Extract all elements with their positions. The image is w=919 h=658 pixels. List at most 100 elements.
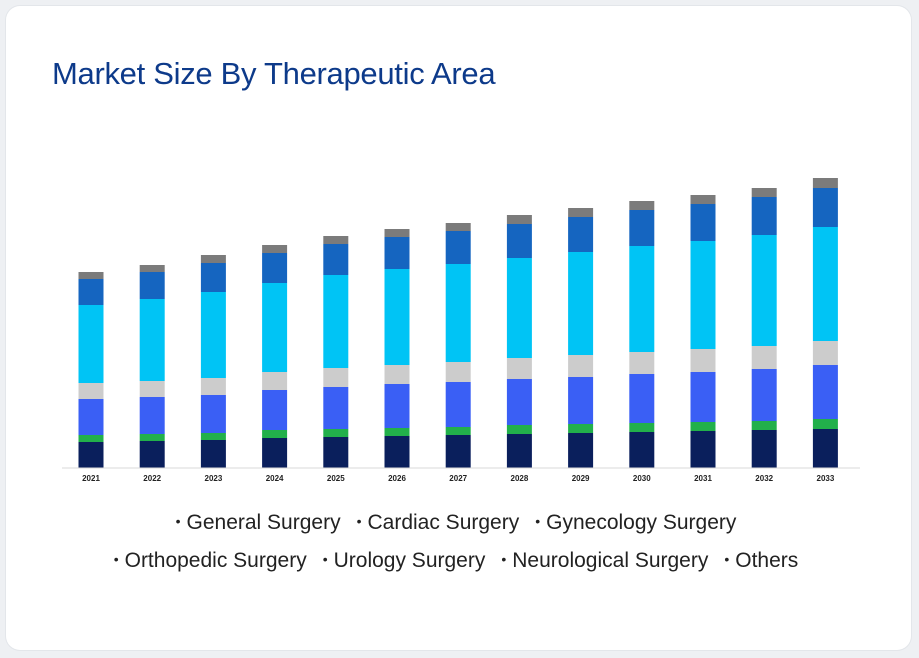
bar-segment-2024-5: [262, 253, 288, 283]
bar-segment-2028-0: [506, 434, 532, 468]
bar-segment-2023-6: [200, 255, 226, 263]
bar-segment-2024-3: [262, 372, 288, 390]
bars-layer: [78, 178, 838, 468]
x-tick-label-2029: 2029: [572, 474, 590, 483]
bar-segment-2033-0: [812, 429, 838, 468]
bar-segment-2031-2: [690, 372, 716, 422]
bar-segment-2033-5: [812, 188, 838, 227]
x-tick-label-2028: 2028: [511, 474, 529, 483]
legend-label: Others: [735, 549, 799, 572]
bar-segment-2026-3: [384, 365, 410, 384]
legend-item-3: • Orthopedic Surgery: [114, 541, 307, 579]
x-tick-label-2027: 2027: [449, 474, 467, 483]
bar-segment-2022-5: [139, 272, 165, 299]
bar-segment-2024-1: [262, 430, 288, 438]
legend-bullet-icon: •: [113, 551, 119, 567]
bar-segment-2030-0: [629, 432, 655, 468]
bar-segment-2023-1: [200, 433, 226, 440]
bar-segment-2027-5: [445, 231, 471, 264]
bar-segment-2024-0: [262, 438, 288, 468]
bar-segment-2021-0: [78, 442, 104, 468]
bar-segment-2021-5: [78, 279, 104, 305]
bar-segment-2031-1: [690, 422, 716, 431]
bar-segment-2027-1: [445, 427, 471, 435]
bar-segment-2031-0: [690, 431, 716, 468]
bar-segment-2028-4: [506, 258, 532, 358]
bar-segment-2030-2: [629, 374, 655, 423]
legend-label: General Surgery: [186, 511, 341, 534]
bar-segment-2030-1: [629, 423, 655, 432]
bar-segment-2024-4: [262, 283, 288, 372]
legend-bullet-icon: •: [535, 513, 541, 529]
bar-segment-2026-1: [384, 428, 410, 436]
legend-item-0: • General Surgery: [176, 503, 341, 541]
legend-label: Urology Surgery: [333, 549, 486, 572]
bar-segment-2028-2: [506, 379, 532, 425]
bar-segment-2031-3: [690, 349, 716, 372]
legend-label: Cardiac Surgery: [367, 511, 520, 534]
x-tick-label-2030: 2030: [633, 474, 651, 483]
bar-segment-2032-2: [751, 369, 777, 421]
bar-segment-2022-2: [139, 397, 165, 434]
legend-bullet-icon: •: [724, 551, 730, 567]
x-tick-label-2023: 2023: [205, 474, 223, 483]
bar-segment-2028-5: [506, 224, 532, 258]
bar-segment-2029-4: [568, 252, 594, 355]
bar-segment-2031-5: [690, 204, 716, 241]
bar-segment-2032-1: [751, 421, 777, 430]
bar-segment-2026-2: [384, 384, 410, 428]
bar-segment-2021-1: [78, 435, 104, 442]
bar-segment-2033-2: [812, 365, 838, 419]
bar-segment-2023-3: [200, 378, 226, 395]
bar-segment-2027-0: [445, 435, 471, 468]
bar-segment-2030-3: [629, 352, 655, 374]
x-tick-label-2022: 2022: [143, 474, 161, 483]
bar-segment-2025-6: [323, 236, 349, 244]
bar-segment-2028-3: [506, 358, 532, 379]
bar-segment-2027-6: [445, 223, 471, 231]
bar-segment-2026-0: [384, 436, 410, 468]
bar-segment-2031-4: [690, 241, 716, 349]
bar-segment-2025-0: [323, 437, 349, 468]
bar-segment-2027-2: [445, 382, 471, 427]
legend-bullet-icon: •: [175, 513, 181, 529]
bar-segment-2025-4: [323, 275, 349, 368]
x-tick-label-2033: 2033: [817, 474, 835, 483]
bar-segment-2031-6: [690, 195, 716, 204]
bar-segment-2029-3: [568, 355, 594, 377]
legend-label: Gynecology Surgery: [546, 511, 737, 534]
bar-segment-2025-3: [323, 368, 349, 387]
bar-segment-2027-3: [445, 362, 471, 382]
bar-segment-2030-5: [629, 210, 655, 246]
legend-item-4: • Urology Surgery: [323, 541, 486, 579]
bar-segment-2029-6: [568, 208, 594, 217]
bar-segment-2030-4: [629, 246, 655, 352]
bar-segment-2033-1: [812, 419, 838, 429]
chart-legend: • General Surgery • Cardiac Surgery • Gynecol…: [76, 503, 836, 579]
bar-segment-2028-1: [506, 425, 532, 434]
bar-segment-2027-4: [445, 264, 471, 362]
bar-segment-2032-6: [751, 188, 777, 197]
x-tick-label-2021: 2021: [82, 474, 100, 483]
bar-segment-2026-6: [384, 229, 410, 237]
legend-bullet-icon: •: [322, 551, 328, 567]
bar-segment-2023-0: [200, 440, 226, 468]
bar-segment-2033-6: [812, 178, 838, 188]
bar-segment-2021-6: [78, 272, 104, 279]
bar-segment-2029-5: [568, 217, 594, 252]
legend-bullet-icon: •: [501, 551, 507, 567]
bar-segment-2032-3: [751, 346, 777, 369]
bar-segment-2033-4: [812, 227, 838, 341]
bar-segment-2024-2: [262, 390, 288, 430]
bar-segment-2022-1: [139, 434, 165, 441]
bar-segment-2021-2: [78, 399, 104, 435]
bar-segment-2026-5: [384, 237, 410, 269]
bar-segment-2029-1: [568, 424, 594, 433]
x-tick-label-2025: 2025: [327, 474, 345, 483]
bar-segment-2029-0: [568, 433, 594, 468]
bar-segment-2023-4: [200, 292, 226, 378]
x-tick-label-2024: 2024: [266, 474, 284, 483]
x-tick-label-2032: 2032: [755, 474, 773, 483]
bar-segment-2030-6: [629, 201, 655, 210]
